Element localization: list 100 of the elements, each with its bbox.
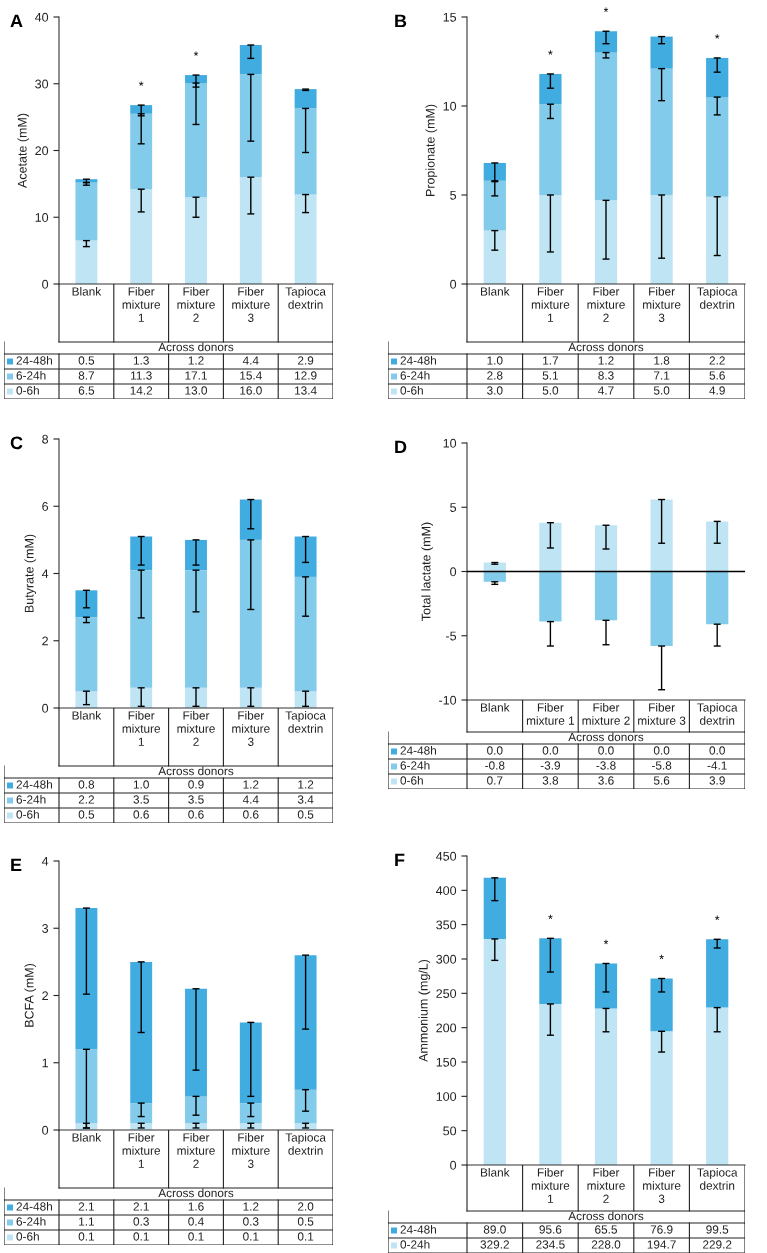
legend-label: 24-48h: [16, 1202, 52, 1211]
bar: [706, 571, 729, 625]
y-tick-label: 0: [450, 279, 457, 289]
bar: [706, 57, 729, 98]
y-tick-label: 6: [42, 502, 49, 511]
data-label: 0.5: [297, 810, 314, 819]
data-label: 65.5: [595, 1225, 617, 1234]
bar: [706, 1007, 729, 1165]
bar: [483, 180, 506, 231]
bar: [239, 539, 262, 688]
y-tick-label: 4: [41, 569, 49, 579]
x-tick-label: Fiber mixture 1: [122, 1133, 161, 1168]
bar: [594, 200, 618, 284]
data-label: 3.5: [133, 795, 149, 804]
bar: [706, 521, 729, 572]
x-axis-title: Across donors: [158, 1188, 234, 1198]
y-tick-label: 5: [450, 190, 457, 200]
data-label: 2.0: [297, 1202, 314, 1211]
y-tick-label: 450: [436, 851, 457, 861]
data-label: 1.1: [79, 1217, 95, 1226]
bar: [594, 571, 618, 621]
data-label: 12.9: [295, 371, 317, 380]
data-label: 0.1: [78, 1232, 95, 1241]
bar: [185, 197, 207, 284]
data-label: 0.6: [133, 810, 149, 819]
bar: [594, 963, 618, 1009]
data-label: 329.2: [480, 1240, 509, 1249]
data-label: 0.3: [243, 1217, 259, 1226]
data-label: 8.7: [78, 371, 95, 380]
data-label: 6.5: [78, 386, 95, 395]
x-axis-title: Across donors: [158, 766, 234, 776]
data-label: 1.2: [298, 780, 314, 789]
data-label: 3.9: [709, 776, 725, 785]
legend-label: 0-24h: [400, 1240, 430, 1249]
bar: [294, 89, 317, 109]
y-tick-label: 30: [35, 79, 49, 89]
bar: [650, 499, 673, 572]
data-label: 13.4: [295, 386, 317, 395]
data-label: 5.0: [542, 386, 559, 395]
bar: [294, 194, 317, 284]
annotation: *: [548, 50, 553, 55]
bar: [185, 570, 207, 688]
data-label: 2.1: [78, 1202, 95, 1211]
x-tick-label: Fiber mixture 3: [643, 1168, 681, 1203]
bar: [130, 536, 153, 571]
data-label: 5.6: [709, 371, 725, 380]
x-tick-label: Fiber mixture 2: [177, 711, 215, 746]
chart-title: C: [10, 436, 23, 450]
data-label: 0.9: [188, 780, 204, 789]
data-label: 0.0: [487, 746, 503, 755]
bar: [539, 522, 562, 572]
data-label: 0.7: [487, 776, 503, 785]
x-tick-label: Tapioca dextrin: [697, 287, 738, 309]
y-tick-label: 15: [443, 12, 457, 22]
data-label: 3.4: [297, 795, 314, 804]
bar: [650, 68, 673, 195]
y-tick-label: 300: [436, 954, 457, 964]
bar: [130, 113, 153, 190]
data-label: 14.2: [130, 386, 153, 395]
data-label: 1.0: [133, 780, 149, 789]
data-label: 1.8: [654, 356, 670, 365]
bar: [75, 590, 98, 618]
y-tick-label: 4: [41, 856, 49, 866]
annotation: *: [548, 914, 553, 920]
annotation: *: [659, 954, 664, 960]
bar: [185, 988, 207, 1097]
data-label: 2.8: [487, 371, 503, 380]
bar: [294, 691, 317, 708]
data-label: 194.7: [647, 1240, 676, 1249]
bar: [594, 52, 618, 201]
bar: [483, 230, 506, 284]
x-tick-label: Fiber mixture 1: [531, 1168, 570, 1203]
data-label: -0.8: [485, 761, 505, 770]
legend-label: 24-48h: [400, 1225, 436, 1234]
data-label: 1.7: [543, 356, 559, 365]
bar: [650, 195, 673, 284]
data-label: 95.6: [539, 1225, 562, 1234]
legend-label: 24-48h: [16, 780, 52, 789]
chart-title: D: [395, 440, 407, 454]
x-tick-label: Fiber mixture 2: [587, 287, 625, 322]
y-tick-label: 8: [42, 434, 49, 444]
bar: [706, 196, 729, 284]
legend-label: 6-24h: [16, 1217, 46, 1226]
data-label: 7.1: [654, 371, 670, 380]
bar: [650, 36, 673, 69]
data-label: 0.1: [297, 1232, 314, 1241]
data-label: 4.4: [242, 356, 259, 365]
y-axis-title: Total lactate (mM): [421, 522, 433, 621]
y-axis-title: Propionate (mM): [425, 104, 438, 197]
data-label: 3.5: [188, 795, 204, 804]
x-tick-label: Tapioca dextrin: [285, 287, 326, 309]
x-axis-title: Across donors: [158, 342, 234, 352]
data-label: 0.0: [653, 746, 670, 755]
y-tick-label: 0: [42, 279, 49, 289]
x-tick-label: Fiber mixture 3: [232, 711, 270, 746]
y-tick-label: 40: [34, 12, 49, 22]
bar: [294, 108, 317, 195]
bar: [239, 177, 262, 284]
data-label: 2.1: [133, 1202, 149, 1211]
y-tick-label: 350: [436, 920, 457, 930]
